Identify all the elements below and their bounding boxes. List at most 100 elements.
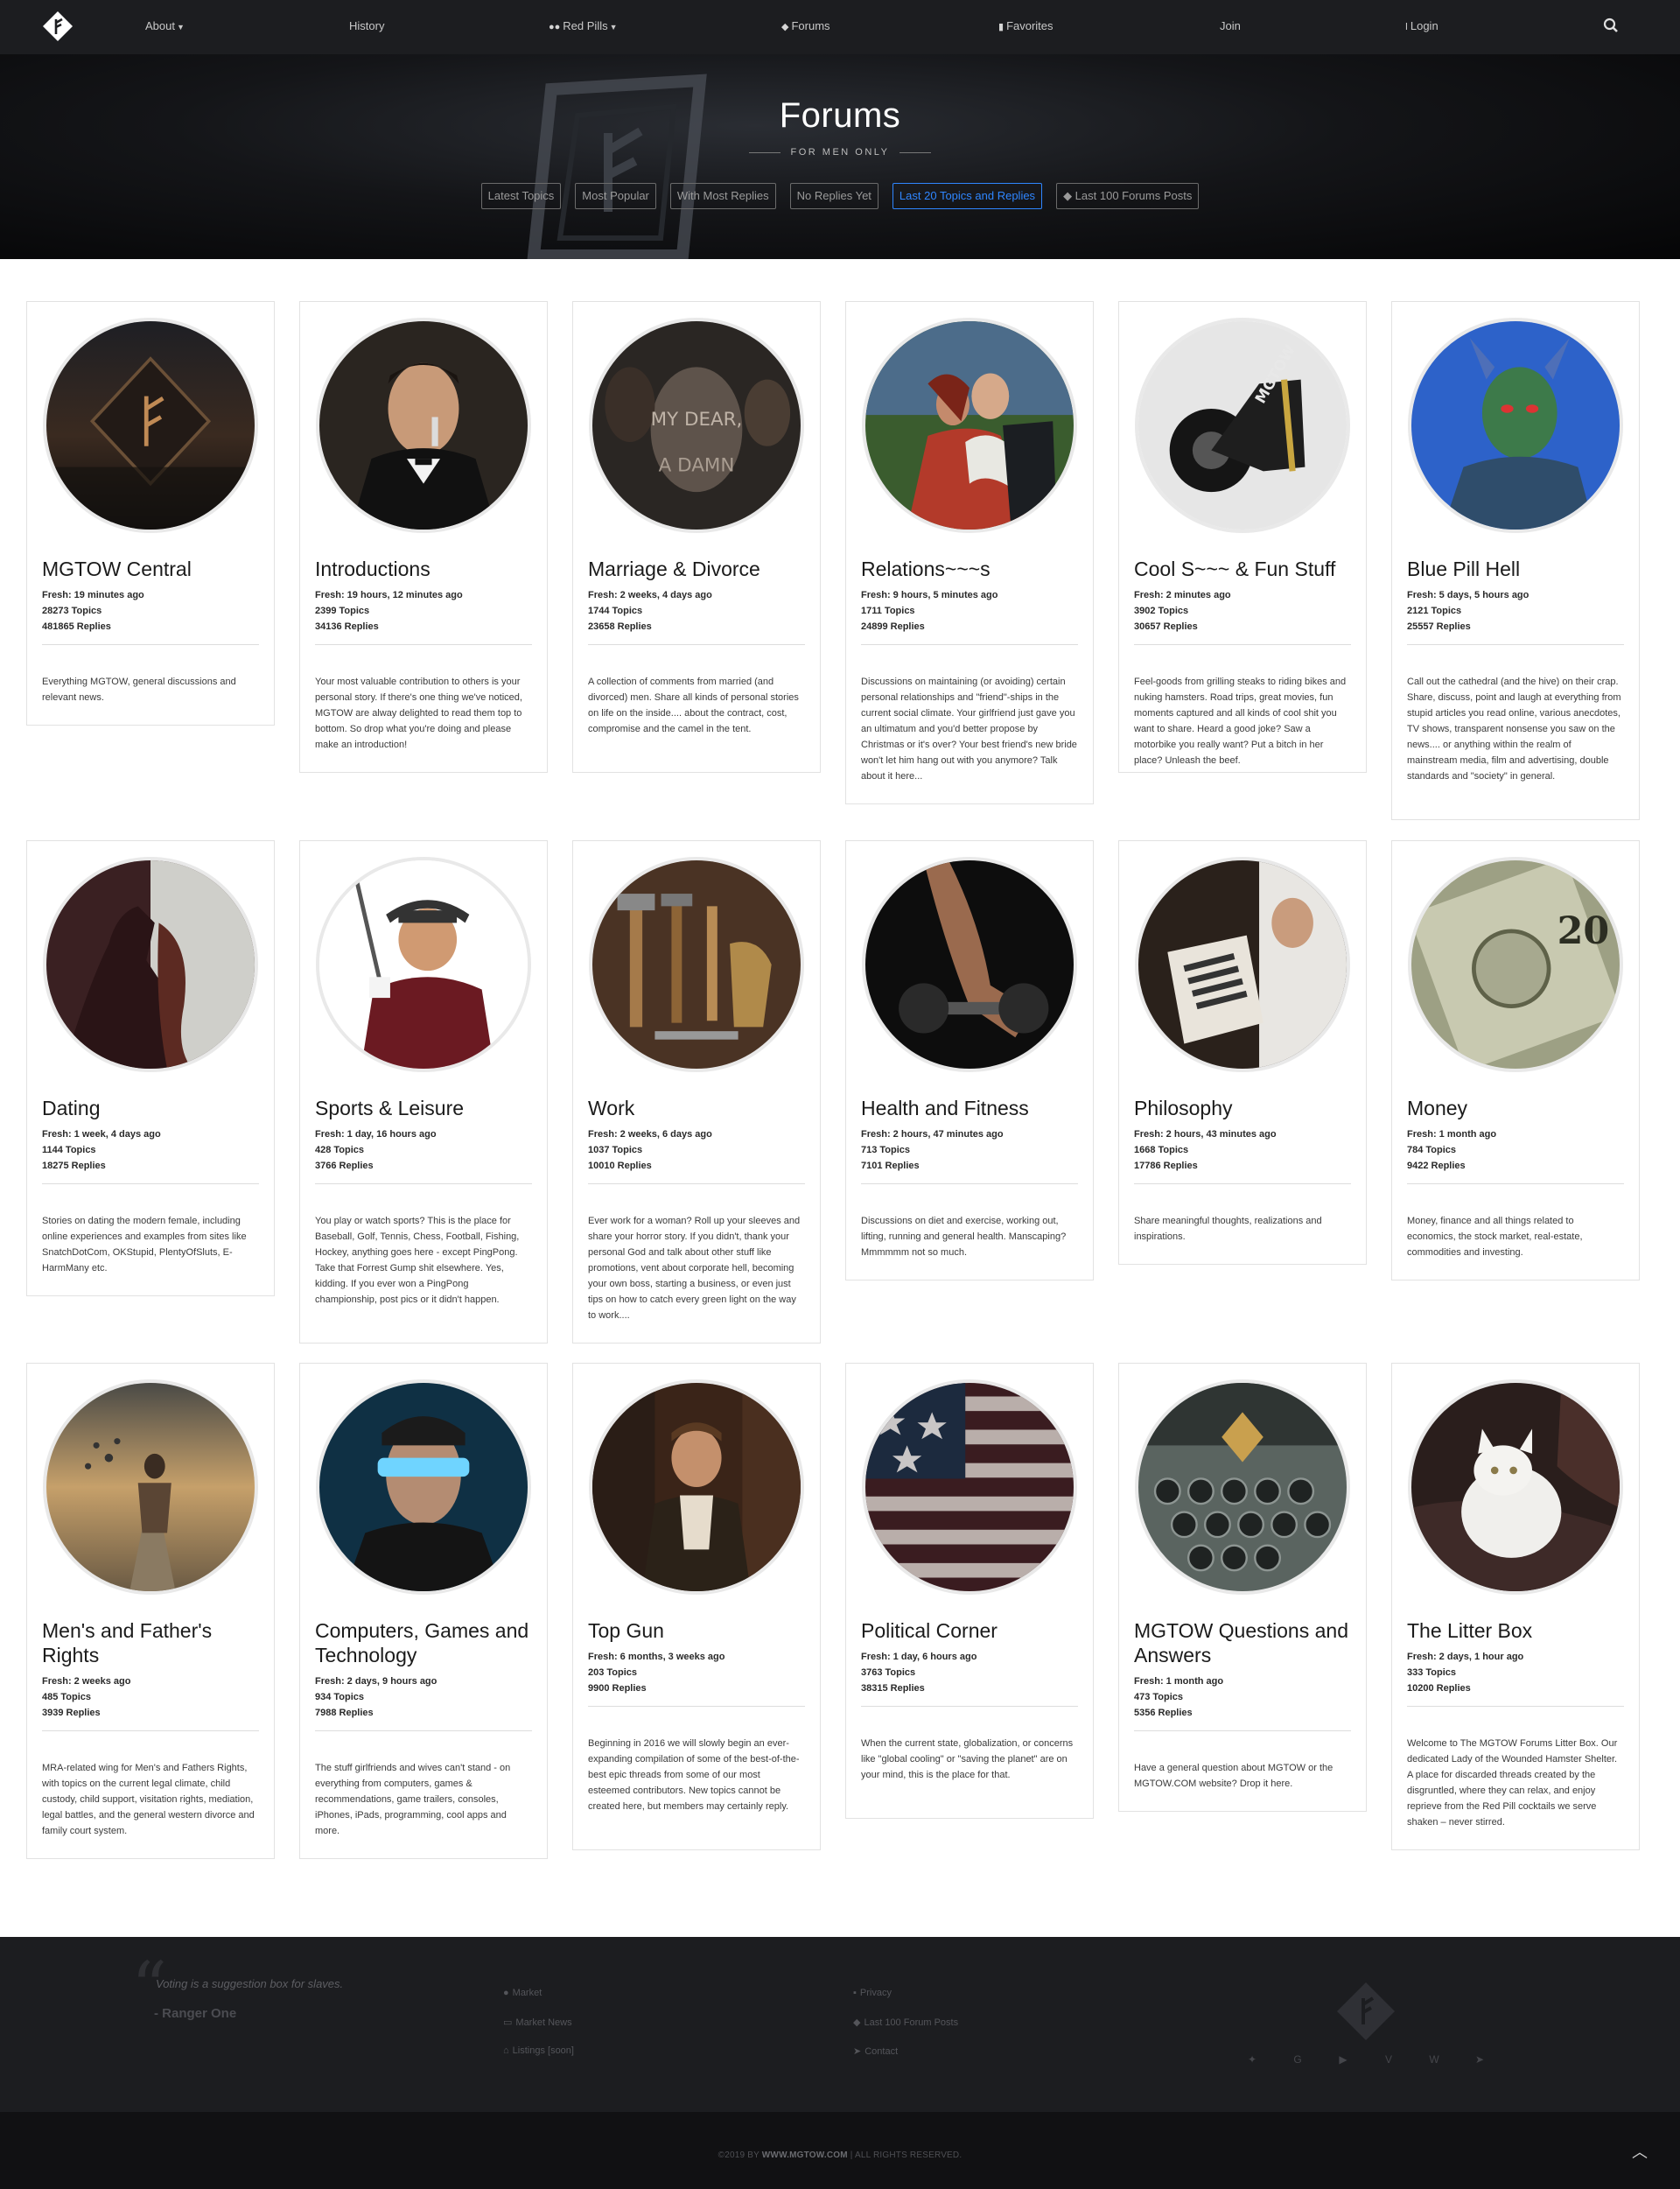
forum-card[interactable]: Relations~~~s Fresh: 9 hours, 5 minutes … [845, 301, 1094, 804]
nav-forums[interactable]: ◆ Forums [781, 19, 830, 32]
divider [1134, 1730, 1351, 1731]
back-to-top-icon[interactable]: ︿ [1632, 2143, 1648, 2161]
forum-title[interactable]: Men's and Father's Rights [42, 1619, 213, 1666]
forum-title[interactable]: Introductions [315, 558, 430, 580]
forum-image-introductions[interactable] [316, 318, 531, 533]
divider [1134, 644, 1351, 645]
forum-title[interactable]: Philosophy [1134, 1097, 1233, 1119]
forum-card[interactable]: Men's and Father's Rights Fresh: 2 weeks… [26, 1363, 275, 1859]
forum-image-computers-games[interactable] [316, 1379, 531, 1595]
forum-title[interactable]: Money [1407, 1097, 1468, 1119]
forum-description: MRA-related wing for Men's and Fathers R… [42, 1763, 255, 1836]
nav-login[interactable]: ǀ Login [1405, 19, 1438, 32]
forum-description: Money, finance and all things related to… [1407, 1216, 1583, 1258]
forum-card[interactable]: Computers, Games and Technology Fresh: 2… [299, 1363, 548, 1859]
forum-stats: Fresh: 2 hours, 43 minutes ago 1668 Topic… [1134, 1129, 1277, 1171]
forum-title[interactable]: Relations~~~s [861, 558, 990, 580]
filter-most-replies-button[interactable]: With Most Replies [669, 183, 776, 209]
forum-title[interactable]: The Litter Box [1407, 1619, 1533, 1642]
footer-link-contact[interactable]: ➤ Contact [853, 2046, 899, 2057]
forum-card[interactable]: Top Gun Fresh: 6 months, 3 weeks ago 203 … [572, 1363, 821, 1850]
forum-title[interactable]: Work [588, 1097, 635, 1119]
forum-image-top-gun[interactable] [589, 1379, 804, 1595]
forum-title[interactable]: MGTOW Central [42, 558, 192, 580]
forum-card[interactable]: MGTOW Questions and Answers Fresh: 1 mon… [1118, 1363, 1367, 1812]
forum-image-litter-box[interactable] [1408, 1379, 1623, 1595]
forum-title[interactable]: Dating [42, 1097, 101, 1119]
forum-image-money[interactable]: 20 [1408, 857, 1623, 1072]
forum-image-work[interactable] [589, 857, 804, 1072]
forum-image-mgtow-central[interactable] [43, 318, 258, 533]
forum-card[interactable]: Introductions Fresh: 19 hours, 12 minute… [299, 301, 548, 773]
page-subtitle: FOR MEN ONLY [0, 147, 1680, 158]
site-logo-icon[interactable] [42, 11, 74, 42]
forum-description: You play or watch sports? This is the pl… [315, 1216, 520, 1305]
forum-title[interactable]: Political Corner [861, 1619, 998, 1642]
footer-link-listings[interactable]: ⌂ Listings [soon] [503, 2045, 574, 2056]
vimeo-icon[interactable]: V [1384, 2053, 1392, 2066]
forum-card[interactable]: The Litter Box Fresh: 2 days, 1 hour ago… [1391, 1363, 1640, 1850]
filter-latest-topics-button[interactable]: Latest Topics [480, 183, 562, 209]
nav-history[interactable]: History [349, 19, 385, 32]
forum-image-philosophy[interactable] [1135, 857, 1350, 1072]
forum-card[interactable]: Sports & Leisure Fresh: 1 day, 16 hours … [299, 840, 548, 1344]
nav-about[interactable]: About ▼ [145, 19, 185, 32]
telegram-icon[interactable]: ➤ [1474, 2053, 1485, 2066]
forum-stats: Fresh: 9 hours, 5 minutes ago 1711 Topics… [861, 590, 998, 632]
search-icon[interactable] [1603, 18, 1619, 33]
forum-card[interactable]: Political Corner Fresh: 1 day, 6 hours a… [845, 1363, 1094, 1819]
forum-description: Stories on dating the modern female, inc… [42, 1216, 247, 1273]
forum-title[interactable]: Sports & Leisure [315, 1097, 465, 1119]
nav-favorites[interactable]: ▮ Favorites [998, 19, 1054, 32]
forum-image-blue-pill-hell[interactable] [1408, 318, 1623, 533]
forum-card[interactable]: MGTOW Cool S~~~ & Fun Stuff Fresh: 2 min… [1118, 301, 1367, 773]
filter-last-20-button[interactable]: Last 20 Topics and Replies [892, 183, 1043, 209]
twitter-icon[interactable]: ✦ [1247, 2053, 1257, 2066]
forum-card[interactable]: Blue Pill Hell Fresh: 5 days, 5 hours ag… [1391, 301, 1640, 820]
forum-title[interactable]: Health and Fitness [861, 1097, 1029, 1119]
forum-title[interactable]: Marriage & Divorce [588, 558, 760, 580]
forum-filter-buttons: Latest Topics Most Popular With Most Rep… [0, 183, 1680, 209]
forum-card[interactable]: MGTOW Central Fresh: 19 minutes ago 28273… [26, 301, 275, 726]
vk-icon[interactable]: W [1429, 2053, 1439, 2066]
forum-title[interactable]: Cool S~~~ & Fun Stuff [1134, 558, 1336, 580]
forum-image-political-corner[interactable] [862, 1379, 1077, 1595]
nav-red-pills[interactable]: ●● Red Pills ▼ [549, 19, 618, 32]
forum-title[interactable]: Computers, Games and Technology [315, 1619, 529, 1666]
forum-card[interactable]: Work Fresh: 2 weeks, 6 days ago 1037 Topi… [572, 840, 821, 1344]
filter-no-replies-button[interactable]: No Replies Yet [789, 183, 878, 209]
caret-down-icon: ▼ [176, 23, 185, 32]
footer-link-privacy[interactable]: ▪ Privacy [853, 1988, 892, 1998]
forum-stats: Fresh: 5 days, 5 hours ago 2121 Topics 255… [1407, 590, 1530, 632]
forum-card[interactable]: MY DEAR, A DAMN Marriage & Divorce Fresh:… [572, 301, 821, 773]
forum-image-dating[interactable] [43, 857, 258, 1072]
divider [315, 1730, 532, 1731]
forum-card[interactable]: 20 Money Fresh: 1 month ago 784 Topics 942… [1391, 840, 1640, 1280]
filter-last-100-button[interactable]: ◆ Last 100 Forums Posts [1056, 183, 1200, 209]
forum-image-mens-rights[interactable] [43, 1379, 258, 1595]
forum-title[interactable]: MGTOW Questions and Answers [1134, 1619, 1348, 1666]
footer-link-market-news[interactable]: ▭ Market News [503, 2017, 572, 2028]
forum-card[interactable]: Philosophy Fresh: 2 hours, 43 minutes ag… [1118, 840, 1367, 1265]
forum-image-relationships[interactable] [862, 318, 1077, 533]
page-title: Forums [779, 96, 901, 135]
footer-link-market[interactable]: ● Market [503, 1988, 542, 1998]
forum-image-marriage-divorce[interactable]: MY DEAR, A DAMN [589, 318, 804, 533]
forum-title[interactable]: Blue Pill Hell [1407, 558, 1521, 580]
footer-link-last-100[interactable]: ◆ Last 100 Forum Posts [853, 2017, 959, 2028]
youtube-icon[interactable]: ▶ [1339, 2053, 1348, 2066]
nav-join[interactable]: Join [1220, 19, 1241, 32]
forum-image-sports-leisure[interactable] [316, 857, 531, 1072]
forum-description: When the current state, globalization, o… [861, 1738, 1074, 1780]
forum-card[interactable]: Health and Fitness Fresh: 2 hours, 47 mi… [845, 840, 1094, 1280]
filter-most-popular-button[interactable]: Most Popular [575, 183, 656, 209]
forum-title[interactable]: Top Gun [588, 1619, 664, 1642]
comments-icon: ◆ [781, 22, 789, 32]
forum-image-mgtow-qa[interactable] [1135, 1379, 1350, 1595]
forum-card[interactable]: Dating Fresh: 1 week, 4 days ago 1144 Top… [26, 840, 275, 1296]
google-plus-icon[interactable]: G [1293, 2053, 1302, 2066]
forum-image-health-fitness[interactable] [862, 857, 1077, 1072]
forum-image-cool-stuff[interactable]: MGTOW [1135, 318, 1350, 533]
bank-icon: ⌂ [503, 2045, 509, 2056]
copyright-site-link[interactable]: WWW.MGTOW.COM [761, 2150, 848, 2160]
